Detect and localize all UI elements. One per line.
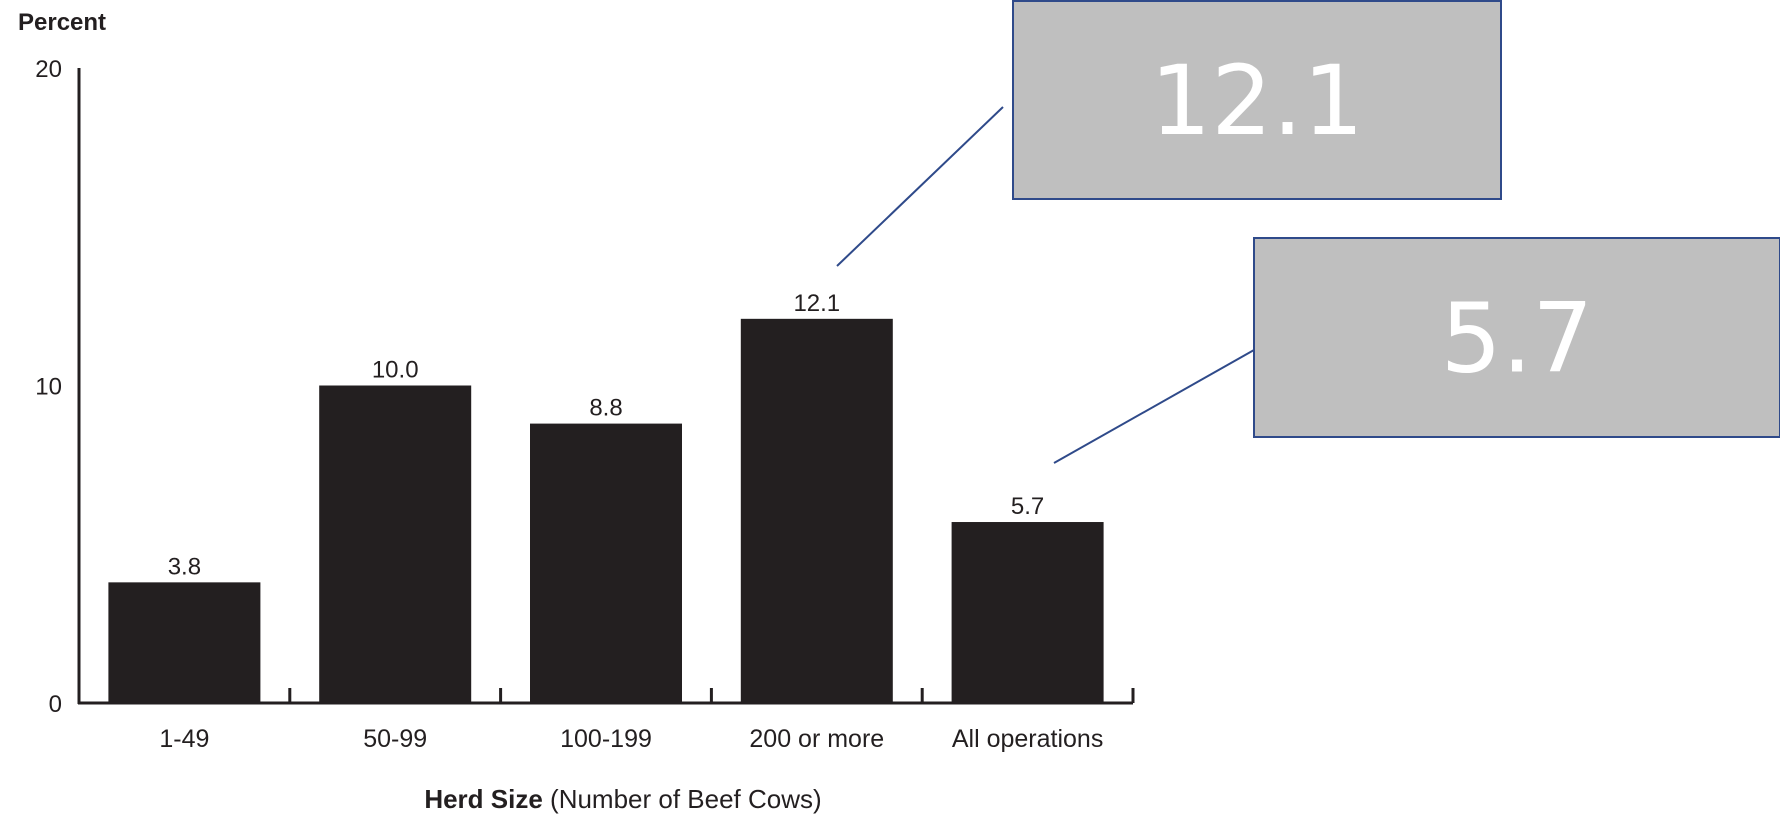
bars: 3.8 1-49 10.0 50-99 8.8 100-199 12.1 200 or mor… (108, 290, 1104, 753)
callout-box (1012, 0, 1502, 200)
x-category-label: 50-99 (363, 725, 427, 753)
bar-value-label: 8.8 (589, 395, 622, 422)
x-category-label: 100-199 (560, 725, 652, 753)
bar-value-label: 3.8 (168, 553, 201, 580)
y-axis-title: Percent (18, 9, 106, 36)
bar (108, 582, 261, 703)
x-category-label: 1-49 (159, 725, 209, 753)
x-axis-title-bold: Herd Size (424, 784, 543, 814)
callouts: 12.1 5.7 (836, 0, 1780, 464)
bar (319, 385, 472, 703)
y-tick-label: 10 (35, 374, 62, 401)
x-axis-title-rest: (Number of Beef Cows) (543, 784, 822, 814)
bar (530, 423, 682, 703)
bar-value-label: 10.0 (372, 357, 419, 384)
bar (740, 318, 893, 703)
callout-value: 5.7 (1441, 283, 1594, 395)
y-tick-label: 0 (49, 691, 62, 718)
y-tick-label: 20 (35, 56, 62, 83)
callout-value: 12.1 (1150, 45, 1364, 157)
x-category-label: 200 or more (749, 725, 884, 753)
bar-value-label: 5.7 (1011, 493, 1044, 520)
x-category-label: All operations (952, 725, 1103, 753)
bar-value-label: 12.1 (793, 290, 840, 317)
bar (951, 522, 1104, 703)
x-axis-title: Herd Size (Number of Beef Cows) (424, 784, 821, 814)
callout-leader-line (836, 106, 1004, 267)
callout-box (1253, 237, 1780, 438)
callout-leader-line (1053, 349, 1255, 464)
